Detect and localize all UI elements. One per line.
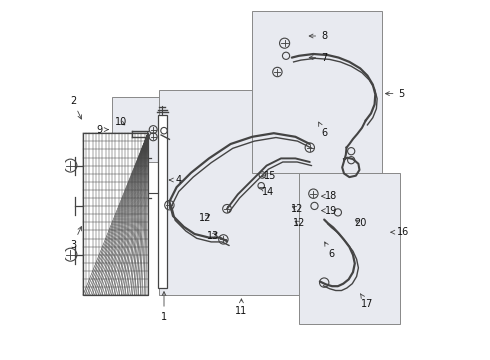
Text: 11: 11 — [235, 299, 247, 316]
Text: 10: 10 — [115, 117, 127, 127]
Text: 20: 20 — [354, 218, 367, 228]
Text: 19: 19 — [321, 206, 338, 216]
Text: 7: 7 — [309, 53, 327, 63]
Text: 18: 18 — [321, 191, 338, 201]
Text: 12: 12 — [199, 213, 212, 223]
Text: 12: 12 — [291, 204, 303, 214]
Text: 2: 2 — [70, 96, 81, 119]
Bar — [159, 90, 324, 295]
Bar — [252, 11, 382, 173]
Text: 8: 8 — [309, 31, 327, 41]
Text: 3: 3 — [70, 226, 81, 250]
Text: 15: 15 — [261, 171, 276, 181]
Text: 17: 17 — [361, 294, 373, 309]
Text: 1: 1 — [161, 292, 167, 322]
Text: 6: 6 — [325, 242, 335, 259]
Text: 14: 14 — [260, 186, 274, 197]
Bar — [299, 173, 400, 324]
Text: 5: 5 — [386, 89, 405, 99]
Text: 9: 9 — [96, 125, 108, 135]
Bar — [158, 115, 167, 288]
Text: 12: 12 — [293, 218, 305, 228]
Text: 6: 6 — [318, 122, 327, 138]
Bar — [83, 133, 148, 295]
Bar — [112, 97, 198, 162]
Text: 13: 13 — [206, 231, 219, 241]
Text: 16: 16 — [391, 227, 410, 237]
Text: 4: 4 — [170, 175, 181, 185]
